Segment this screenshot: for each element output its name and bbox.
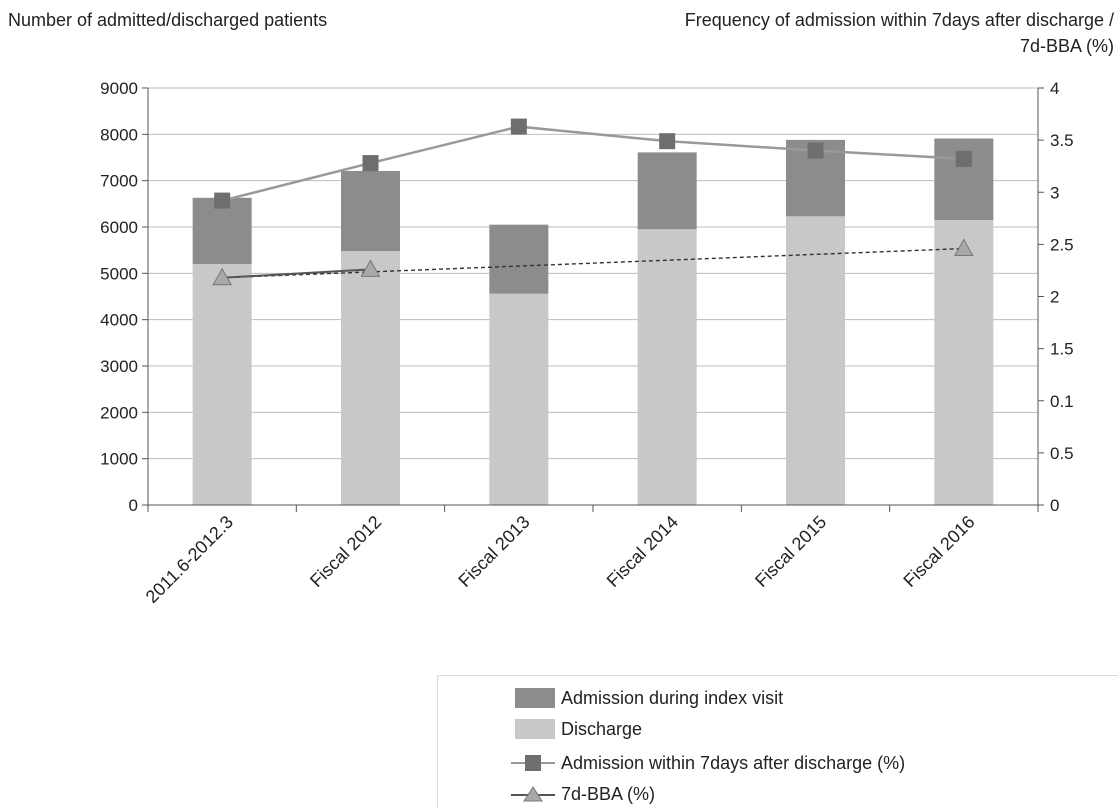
chart: Number of admitted/discharged patients F…: [8, 10, 1114, 607]
marker-admission-7days: [659, 133, 676, 150]
left-tick-label: 5000: [100, 264, 138, 283]
bar-discharge: [341, 251, 400, 505]
bar-admission-index: [637, 152, 697, 230]
bar-admission-index: [341, 170, 400, 252]
category-label: Fiscal 2012: [306, 512, 385, 591]
bar-admission-index: [192, 197, 252, 265]
bar-admission-index: [934, 138, 994, 221]
marker-7d-bba: [953, 238, 974, 257]
legend-item-admission-index: Admission during index visit: [511, 686, 783, 710]
right-tick-label: 4: [1050, 79, 1059, 98]
bars: [192, 138, 994, 506]
right-tick-label: 0: [1050, 496, 1059, 515]
left-tick-label: 8000: [100, 125, 138, 144]
bar-admission-index: [489, 224, 549, 294]
legend-item-7d-bba: 7d-BBA (%): [511, 782, 655, 806]
left-tick-label: 4000: [100, 311, 138, 330]
left-tick-label: 9000: [100, 79, 138, 98]
lines: [212, 118, 974, 286]
legend-label-admission-index: Admission during index visit: [561, 687, 784, 708]
right-axis-title-line2: 7d-BBA (%): [1020, 36, 1114, 56]
gridlines: [148, 87, 1038, 460]
marker-admission-7days: [510, 118, 527, 135]
legend-swatch-discharge: [511, 719, 555, 739]
category-label: Fiscal 2016: [899, 512, 978, 591]
bar-discharge: [786, 216, 845, 506]
right-tick-label: 1.5: [1050, 340, 1074, 359]
category-label: Fiscal 2014: [603, 512, 682, 591]
legend-symbol-7d-bba: [511, 784, 555, 804]
legend-swatch-admission-index: [511, 688, 555, 708]
marker-admission-7days: [807, 142, 824, 159]
right-axis-title-line1: Frequency of admission within 7days afte…: [685, 10, 1114, 30]
marker-7d-bba: [212, 267, 233, 286]
left-tick-label: 1000: [100, 450, 138, 469]
left-tick-label: 7000: [100, 172, 138, 191]
bar-discharge: [637, 229, 697, 506]
left-tick-label: 2000: [100, 403, 138, 422]
right-tick-label: 3: [1050, 183, 1059, 202]
left-tick-label: 0: [129, 496, 138, 515]
bar-discharge: [192, 264, 252, 505]
trend-line-7d-bba: [222, 247, 964, 279]
axes: [142, 87, 1044, 512]
left-tick-label: 3000: [100, 357, 138, 376]
right-tick-label: 2.5: [1050, 235, 1074, 254]
line-admission-7days: [221, 125, 964, 202]
legend-label-7d-bba: 7d-BBA (%): [561, 783, 656, 804]
legend-item-discharge: Discharge: [511, 717, 642, 741]
right-tick-label: 3.5: [1050, 131, 1074, 150]
marker-7d-bba: [360, 259, 381, 277]
legend-item-admission-7days: Admission within 7days after discharge (…: [511, 751, 905, 775]
left-axis-title: Number of admitted/discharged patients: [8, 10, 327, 30]
category-label: Fiscal 2015: [751, 512, 830, 591]
marker-admission-7days: [362, 155, 379, 172]
line-7d-bba: [222, 268, 371, 279]
legend-symbol-admission-7days: [511, 753, 555, 773]
right-tick-label: 0.1: [1050, 392, 1074, 411]
left-tick-label: 6000: [100, 218, 138, 237]
legend: Admission during index visit Discharge A…: [437, 675, 1118, 808]
right-tick-label: 2: [1050, 288, 1059, 307]
legend-label-discharge: Discharge: [561, 718, 643, 739]
category-label: Fiscal 2013: [454, 512, 533, 591]
category-label: 2011.6-2012.3: [142, 512, 237, 607]
right-tick-label: 0.5: [1050, 444, 1074, 463]
bar-discharge: [489, 293, 549, 505]
marker-admission-7days: [214, 192, 231, 209]
marker-admission-7days: [955, 150, 972, 167]
bar-discharge: [934, 220, 994, 506]
legend-label-admission-7days: Admission within 7days after discharge (…: [561, 752, 906, 773]
